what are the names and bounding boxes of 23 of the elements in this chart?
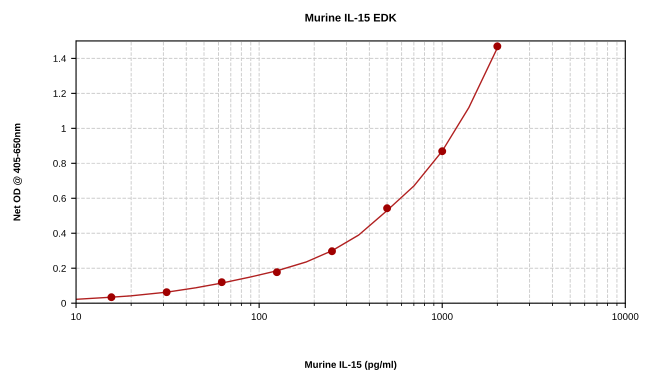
- point: [383, 204, 392, 212]
- y-axis-title: Net OD @ 405-650nm: [13, 124, 22, 220]
- y-tick-label: 1: [62, 125, 66, 132]
- y-tick-label: 0.8: [53, 160, 66, 167]
- point: [162, 288, 171, 296]
- y-tick-label: 0.4: [53, 230, 66, 237]
- point: [328, 247, 336, 256]
- y-tick-label: 0: [61, 300, 66, 307]
- point: [438, 147, 446, 156]
- x-tick-label: 10: [71, 313, 82, 320]
- point: [272, 268, 281, 276]
- point: [107, 293, 116, 302]
- y-tick-label: 1.4: [54, 55, 66, 62]
- x-axis-title: Murine IL-15 (pg/ml): [305, 360, 396, 370]
- y-tick-label: 0.2: [53, 264, 66, 272]
- x-tick-label: 10000: [612, 313, 638, 320]
- point: [218, 278, 226, 286]
- y-tick-label: 0.6: [53, 195, 66, 202]
- chart-title: Murine IL-15 EDK: [305, 13, 397, 22]
- x-tick-label: 1000: [432, 313, 453, 320]
- y-tick-label: 1.2: [54, 90, 66, 97]
- point: [493, 42, 502, 50]
- x-tick-label: 100: [252, 313, 267, 320]
